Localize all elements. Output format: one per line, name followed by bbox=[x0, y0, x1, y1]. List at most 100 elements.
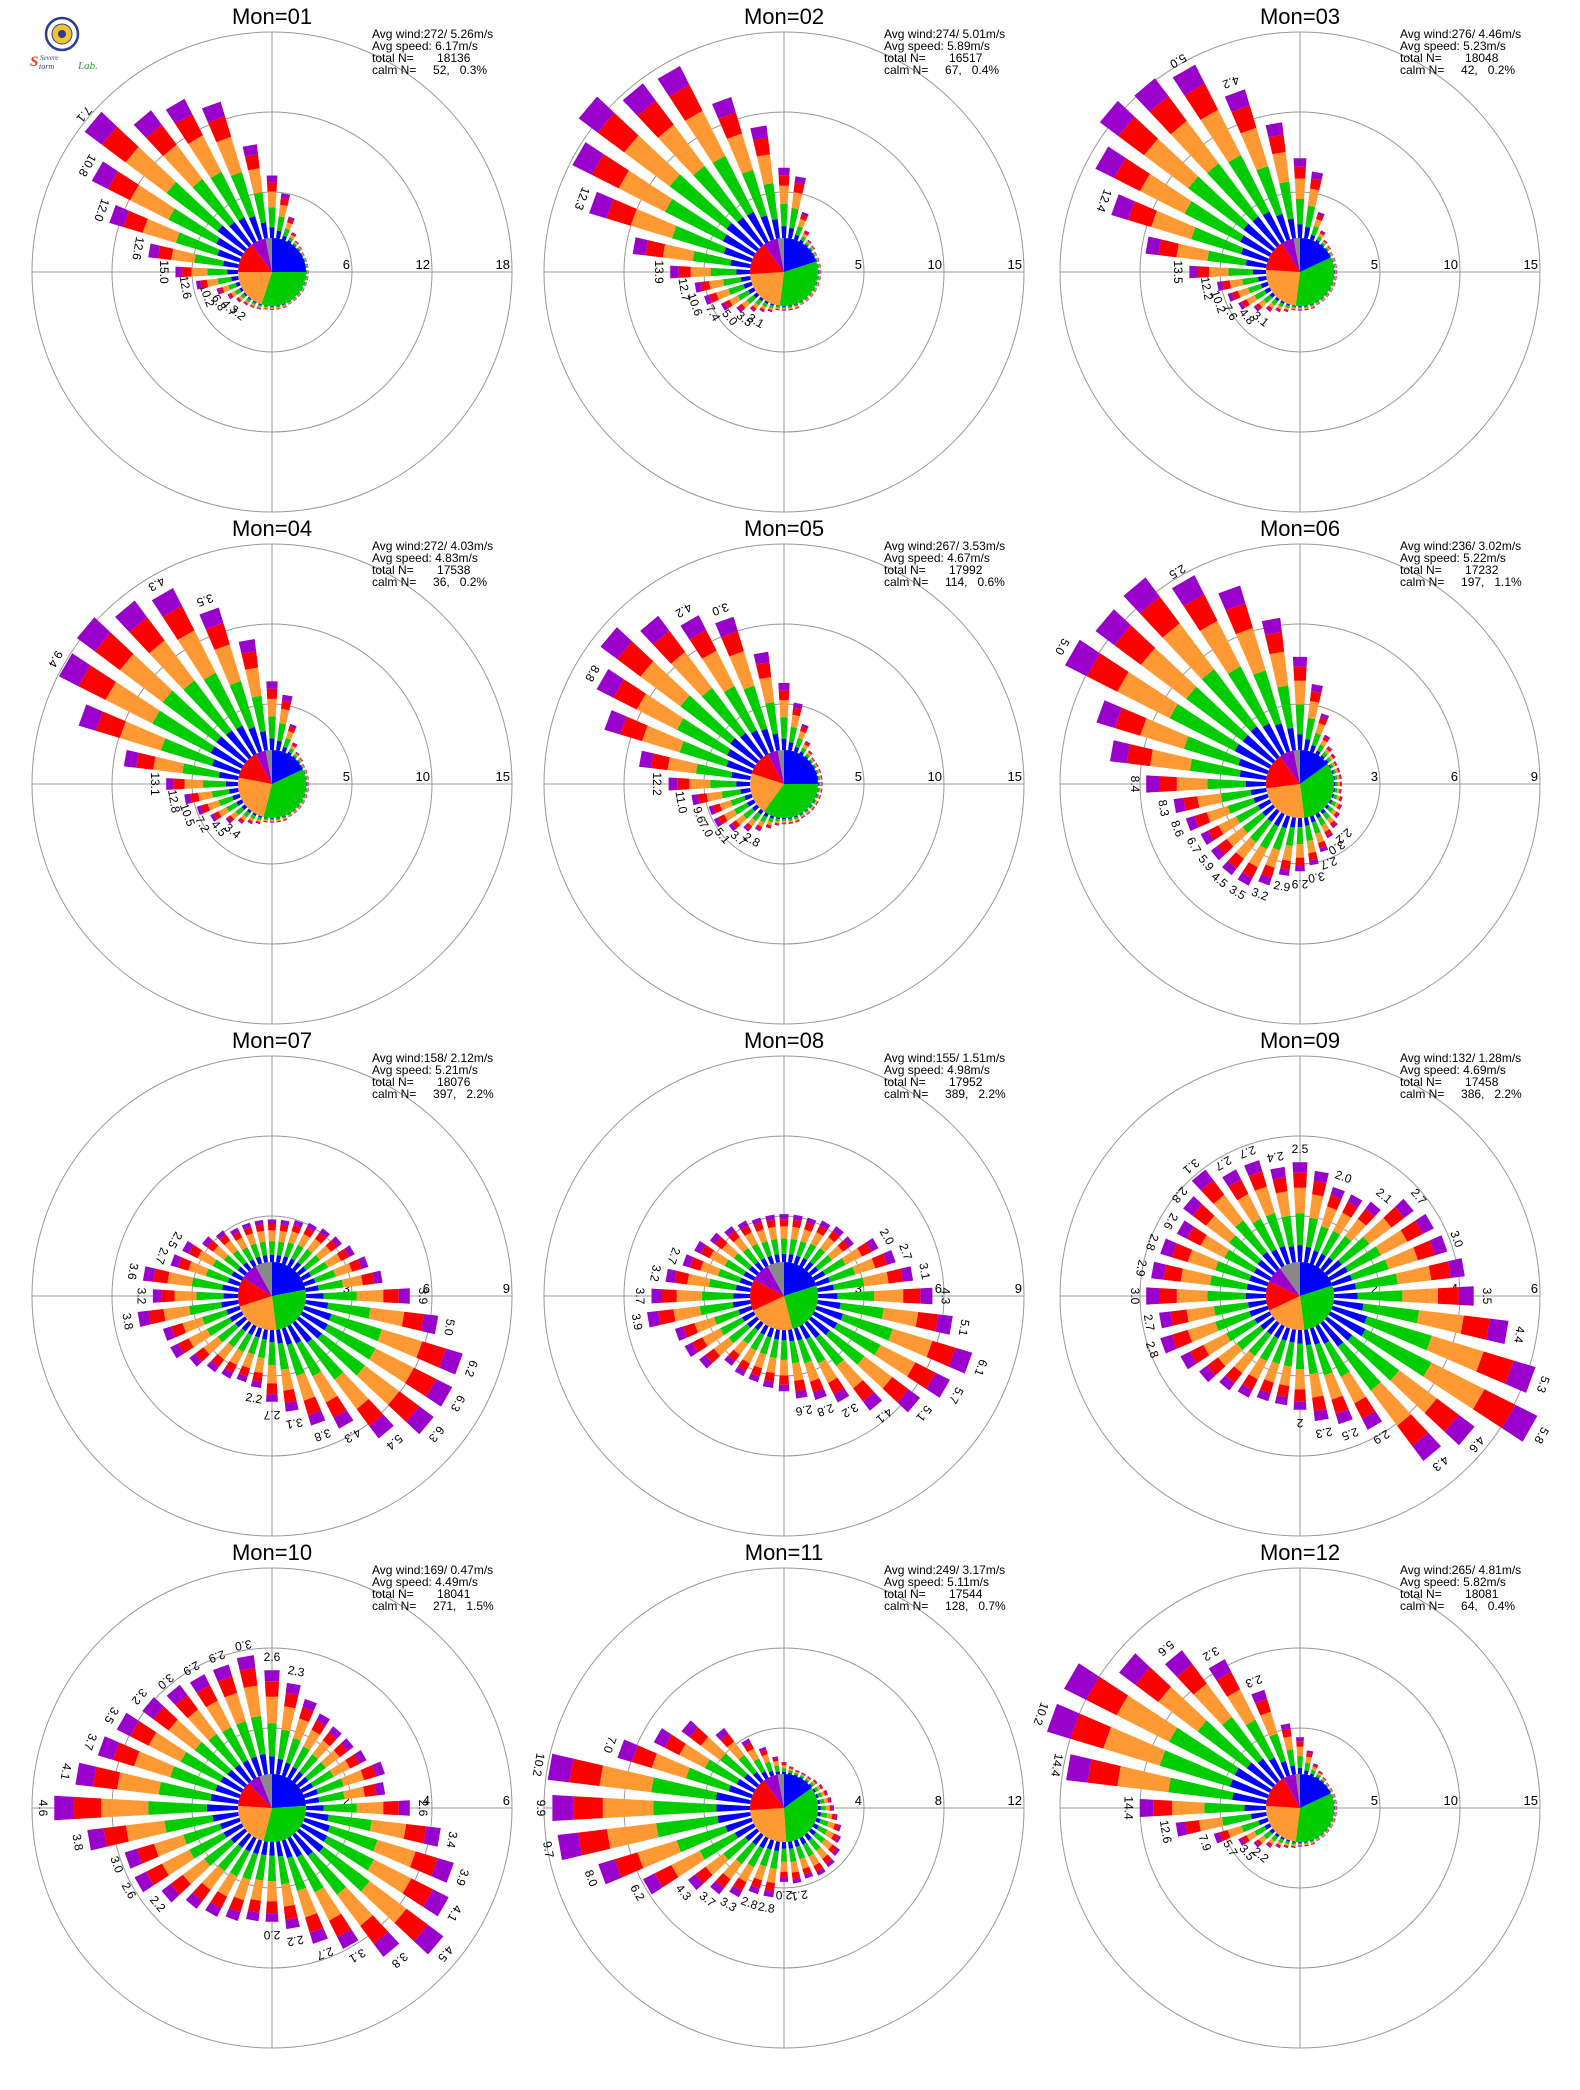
petal-segment bbox=[1280, 1760, 1291, 1777]
petal-segment bbox=[1310, 304, 1315, 307]
petal-label: 3.2 bbox=[647, 1264, 664, 1283]
petal-segment bbox=[1332, 769, 1337, 774]
petal-segment bbox=[280, 193, 291, 200]
petal-segment bbox=[1291, 308, 1296, 310]
petal-label: 3.8 bbox=[389, 1950, 411, 1972]
petal-segment bbox=[900, 1266, 914, 1282]
petal-label: 15.0 bbox=[157, 260, 171, 284]
petal-segment bbox=[1304, 305, 1309, 309]
petal-segment bbox=[820, 775, 822, 780]
petal bbox=[292, 751, 300, 760]
petal bbox=[1324, 753, 1336, 764]
petal-segment bbox=[831, 1833, 839, 1842]
petal-segment bbox=[1276, 1841, 1283, 1846]
petal-segment bbox=[727, 1741, 745, 1760]
petal-segment bbox=[1266, 1841, 1273, 1847]
petal-segment bbox=[296, 1854, 324, 1893]
petal-segment bbox=[702, 1328, 724, 1347]
petal-label: 3.7 bbox=[81, 1732, 100, 1753]
petal-segment bbox=[268, 716, 276, 739]
petal-segment bbox=[736, 1778, 756, 1793]
petal-segment bbox=[303, 793, 306, 798]
ring-label: 5 bbox=[855, 769, 862, 784]
petal-segment bbox=[781, 1841, 787, 1849]
petal bbox=[1227, 281, 1269, 302]
petal-segment bbox=[296, 1266, 307, 1276]
petal-segment bbox=[812, 287, 815, 291]
petal-segment bbox=[299, 246, 303, 250]
petal-segment bbox=[1222, 1716, 1263, 1763]
petal-label: 3.1 bbox=[1180, 1156, 1202, 1178]
petal-segment bbox=[815, 793, 818, 798]
petal-segment bbox=[237, 297, 242, 302]
petal-segment bbox=[276, 1329, 283, 1344]
petal-segment bbox=[1291, 1842, 1296, 1845]
petal-label: 2.5 bbox=[1292, 1142, 1309, 1156]
petal-segment bbox=[305, 775, 308, 780]
petal-segment bbox=[1327, 245, 1332, 250]
petal-segment bbox=[780, 203, 788, 227]
petal-segment bbox=[303, 1227, 315, 1238]
petal bbox=[715, 616, 775, 753]
petal-segment bbox=[618, 170, 673, 212]
petal-label: 3.2 bbox=[1250, 885, 1271, 904]
petal-segment bbox=[250, 1715, 266, 1755]
petal-segment bbox=[1365, 1201, 1381, 1217]
petal-segment bbox=[750, 730, 769, 756]
petal-segment bbox=[761, 728, 775, 753]
petal-label: 4.1 bbox=[873, 1405, 895, 1427]
petal-segment bbox=[1339, 781, 1342, 787]
petal bbox=[281, 1220, 304, 1265]
ring bbox=[111, 111, 433, 433]
petal bbox=[1309, 713, 1330, 753]
petal-segment bbox=[819, 1783, 824, 1789]
petal-segment bbox=[1260, 281, 1269, 289]
petal-segment bbox=[276, 820, 281, 822]
petal-segment bbox=[1237, 1384, 1253, 1398]
petal-segment bbox=[293, 1718, 309, 1741]
petal-segment bbox=[766, 1219, 776, 1229]
petal-segment bbox=[808, 1853, 820, 1867]
petal-segment bbox=[775, 1771, 780, 1775]
petal-segment bbox=[775, 308, 780, 310]
petal-segment bbox=[307, 263, 309, 268]
pie-slice bbox=[754, 1266, 784, 1296]
petal-segment bbox=[1176, 777, 1208, 791]
petal-segment bbox=[816, 1847, 828, 1860]
petal bbox=[1258, 815, 1291, 886]
petal-segment bbox=[268, 1241, 276, 1255]
petal bbox=[1333, 1258, 1465, 1292]
petal-segment bbox=[833, 1388, 850, 1403]
petal-segment bbox=[805, 242, 810, 247]
petal-segment bbox=[300, 799, 303, 803]
petal bbox=[1333, 1300, 1509, 1344]
petal-segment bbox=[1248, 1300, 1267, 1308]
petal bbox=[817, 788, 823, 793]
petal-segment bbox=[811, 245, 815, 250]
petal bbox=[175, 266, 239, 278]
panel-stats: Avg wind:132/ 1.28m/s Avg speed: 4.69m/s t… bbox=[1400, 1052, 1522, 1100]
petal-segment bbox=[1146, 775, 1159, 793]
petal-segment bbox=[1256, 1389, 1271, 1402]
petal-segment bbox=[1309, 1194, 1324, 1220]
petal-segment bbox=[295, 240, 299, 244]
petal-segment bbox=[781, 226, 787, 239]
petal bbox=[303, 281, 308, 287]
petal-segment bbox=[1340, 796, 1343, 802]
petal bbox=[287, 300, 293, 305]
petal-segment bbox=[307, 775, 309, 780]
petal-segment bbox=[285, 1917, 300, 1930]
petal bbox=[753, 651, 780, 751]
panel-stats: Avg wind:236/ 3.02m/s Avg speed: 5.22m/s t… bbox=[1400, 540, 1522, 588]
petal-segment bbox=[1118, 116, 1158, 156]
petal-segment bbox=[1336, 1805, 1337, 1811]
petal-segment bbox=[167, 1271, 194, 1287]
petal-segment bbox=[1189, 758, 1241, 777]
petal bbox=[1320, 239, 1328, 248]
petal-segment bbox=[1313, 1763, 1319, 1767]
petal bbox=[691, 788, 751, 806]
petal-segment bbox=[1334, 270, 1336, 274]
petal-segment bbox=[305, 1761, 326, 1781]
petal-segment bbox=[1215, 1311, 1252, 1331]
petal bbox=[640, 615, 764, 760]
